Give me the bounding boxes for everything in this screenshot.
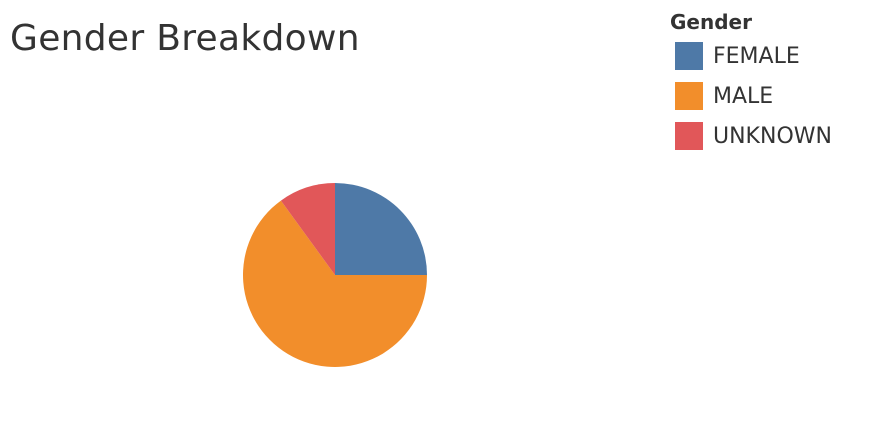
- legend-label-male: MALE: [713, 83, 774, 109]
- legend-item-unknown[interactable]: UNKNOWN: [670, 116, 832, 156]
- legend-title: Gender: [670, 10, 752, 34]
- legend: Gender FEMALE MALE UNKNOWN: [670, 8, 832, 156]
- legend-label-female: FEMALE: [713, 43, 800, 69]
- pie-slice-female[interactable]: [335, 183, 427, 275]
- legend-label-unknown: UNKNOWN: [713, 123, 832, 149]
- legend-item-male[interactable]: MALE: [670, 76, 832, 116]
- legend-swatch-female: [675, 42, 703, 70]
- pie-slice-male[interactable]: [243, 200, 427, 367]
- legend-item-female[interactable]: FEMALE: [670, 36, 832, 76]
- pie-slice-unknown[interactable]: [280, 183, 335, 275]
- legend-swatch-male: [675, 82, 703, 110]
- legend-swatch-unknown: [675, 122, 703, 150]
- chart-title: Gender Breakdown: [10, 18, 360, 59]
